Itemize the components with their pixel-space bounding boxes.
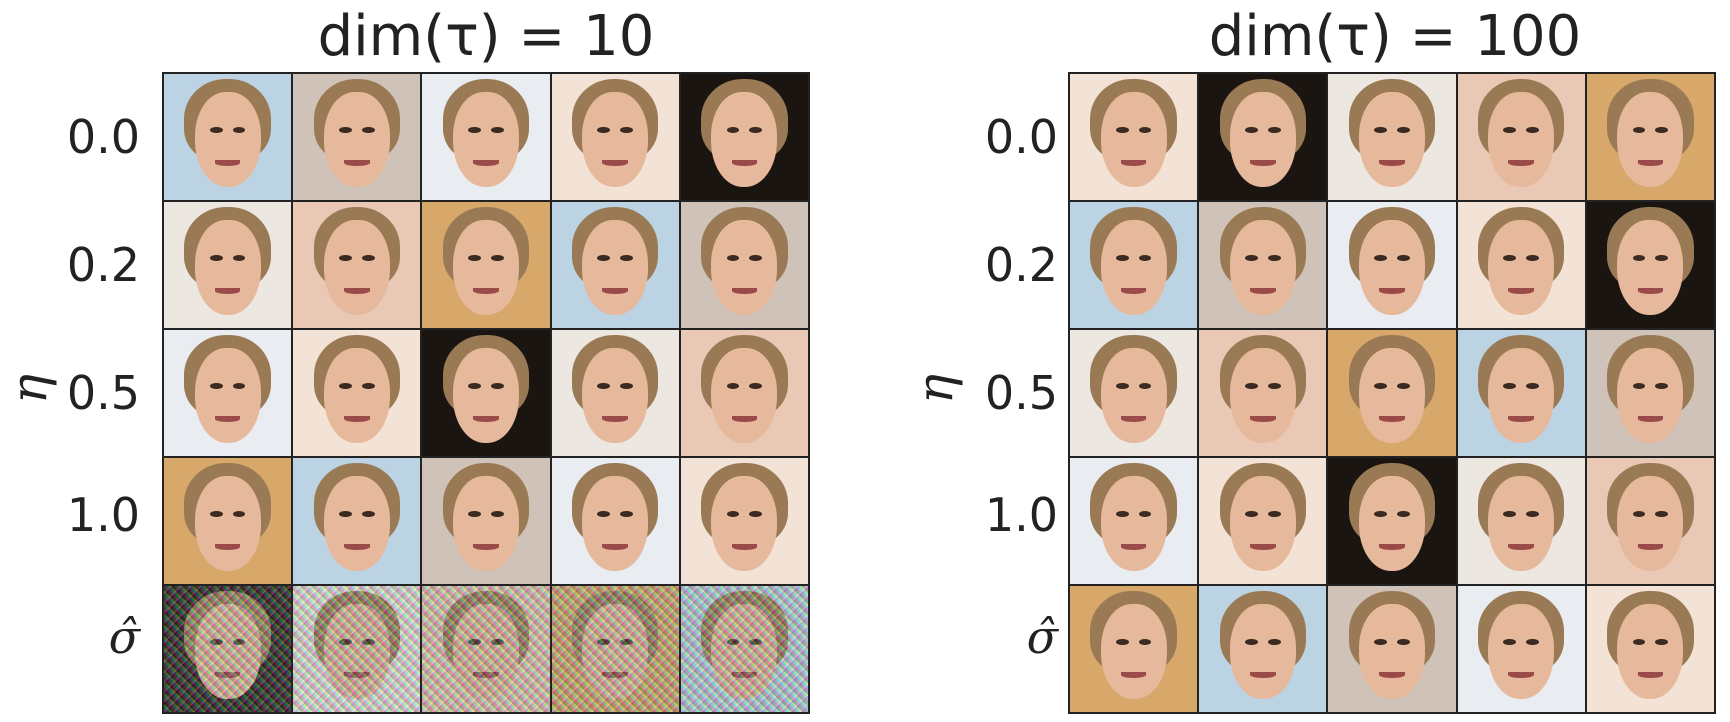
row-label-4: σ̂: [1026, 610, 1058, 664]
row-label-1: 0.2: [984, 238, 1058, 292]
face-image: [1199, 458, 1327, 584]
row-label-3: 1.0: [984, 488, 1058, 542]
row-label-1: 0.2: [66, 238, 140, 292]
face-image: [1070, 74, 1198, 200]
row-label-2: 0.5: [66, 366, 140, 420]
panel-dim10: dim(τ) = 10 η 0.0 0.2 0.5 1.0 σ̂: [0, 0, 820, 722]
face-image: [422, 202, 550, 328]
face-image: [1457, 458, 1585, 584]
face-image: [551, 458, 679, 584]
face-image: [1199, 330, 1327, 456]
face-image: [1586, 586, 1714, 712]
face-image: [164, 74, 292, 200]
row-label-0: 0.0: [66, 110, 140, 164]
panel-title: dim(τ) = 10: [317, 4, 655, 69]
face-image: [164, 586, 292, 712]
face-image: [551, 586, 679, 712]
face-image: [1586, 330, 1714, 456]
face-image: [164, 202, 292, 328]
face-image: [293, 330, 421, 456]
face-image: [1457, 586, 1585, 712]
panel-dim100: dim(τ) = 100 η 0.0 0.2 0.5 1.0 σ̂: [900, 0, 1730, 722]
face-image: [1457, 330, 1585, 456]
face-image: [164, 330, 292, 456]
face-image: [680, 586, 808, 712]
face-image: [293, 202, 421, 328]
face-image: [1457, 74, 1585, 200]
face-image: [1070, 458, 1198, 584]
face-image: [1586, 458, 1714, 584]
row-label-2: 0.5: [984, 366, 1058, 420]
face-image: [551, 74, 679, 200]
row-label-3: 1.0: [66, 488, 140, 542]
face-image: [680, 202, 808, 328]
face-image: [422, 458, 550, 584]
face-image: [680, 74, 808, 200]
face-image: [1328, 330, 1456, 456]
face-image: [1070, 586, 1198, 712]
face-image: [1457, 202, 1585, 328]
face-image: [1328, 458, 1456, 584]
face-image: [1328, 586, 1456, 712]
face-image: [1199, 74, 1327, 200]
face-image: [164, 458, 292, 584]
face-image: [293, 458, 421, 584]
face-image: [1199, 586, 1327, 712]
face-image: [1070, 330, 1198, 456]
face-image: [1328, 202, 1456, 328]
face-image: [1199, 202, 1327, 328]
face-image: [293, 74, 421, 200]
image-grid: [162, 72, 810, 714]
face-image: [551, 202, 679, 328]
face-image: [1586, 74, 1714, 200]
face-image: [1328, 74, 1456, 200]
face-image: [1070, 202, 1198, 328]
row-label-0: 0.0: [984, 110, 1058, 164]
face-image: [1586, 202, 1714, 328]
face-image: [293, 586, 421, 712]
image-grid: [1068, 72, 1716, 714]
face-image: [551, 330, 679, 456]
face-image: [422, 330, 550, 456]
face-image: [422, 74, 550, 200]
panel-title: dim(τ) = 100: [1208, 4, 1582, 69]
face-image: [680, 330, 808, 456]
face-image: [422, 586, 550, 712]
row-label-4: σ̂: [108, 610, 140, 664]
face-image: [680, 458, 808, 584]
